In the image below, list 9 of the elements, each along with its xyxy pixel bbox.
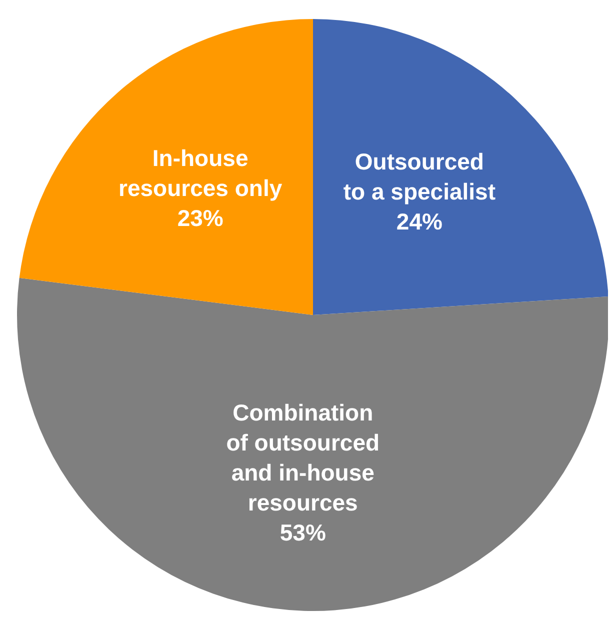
- slice-label: In-house resources only: [118, 144, 282, 201]
- pie-slice: [17, 278, 608, 611]
- pie-slice: [313, 19, 608, 315]
- pie-slice: [19, 19, 313, 315]
- slice-label: Combination of outsourced and in-house resources: [226, 400, 380, 516]
- slice-label: Outsourced to a specialist: [343, 148, 496, 204]
- data-label: 23%: [177, 204, 224, 231]
- data-label: 24%: [396, 208, 442, 234]
- data-label: 53%: [280, 520, 326, 546]
